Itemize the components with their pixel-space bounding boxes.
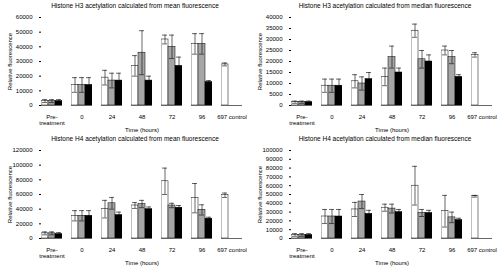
svg-text:50000: 50000 [16, 29, 33, 35]
svg-text:50000: 50000 [266, 191, 283, 197]
svg-text:24: 24 [359, 114, 366, 120]
html-text:Histone H4 acetylation calcula: Histone H4 acetylation calculated from m… [51, 135, 219, 142]
svg-text:697 control: 697 control [217, 247, 247, 253]
svg-text:Relative fluorescence: Relative fluorescence [257, 32, 263, 90]
svg-text:24: 24 [359, 247, 366, 253]
svg-text:697 control: 697 control [217, 114, 247, 120]
svg-text:72: 72 [419, 247, 426, 253]
svg-text:0: 0 [29, 235, 33, 241]
svg-text:48: 48 [389, 247, 396, 253]
svg-text:72: 72 [169, 114, 176, 120]
svg-text:30000: 30000 [266, 36, 283, 42]
svg-text:Time (hours): Time (hours) [125, 127, 159, 133]
svg-text:Time (hours): Time (hours) [125, 260, 159, 266]
svg-text:96: 96 [199, 114, 206, 120]
svg-text:0: 0 [80, 114, 84, 120]
svg-text:20000: 20000 [266, 218, 283, 224]
svg-text:0: 0 [330, 114, 334, 120]
svg-text:10000: 10000 [266, 227, 283, 233]
svg-text:Time (hours): Time (hours) [375, 127, 409, 133]
svg-text:10000: 10000 [16, 88, 33, 94]
svg-text:20000: 20000 [16, 221, 33, 227]
svg-text:40000: 40000 [16, 206, 33, 212]
svg-text:40000: 40000 [266, 200, 283, 206]
svg-text:80000: 80000 [16, 177, 33, 183]
svg-text:25000: 25000 [266, 47, 283, 53]
svg-text:Pre-treatment: Pre-treatment [289, 247, 315, 259]
svg-text:20000: 20000 [16, 73, 33, 79]
svg-text:15000: 15000 [266, 69, 283, 75]
html-text:Histone H3 acetylation calcula: Histone H3 acetylation calculated from m… [51, 2, 219, 9]
svg-text:30000: 30000 [16, 58, 33, 64]
svg-text:96: 96 [449, 247, 456, 253]
svg-text:Time (hours): Time (hours) [375, 260, 409, 266]
svg-text:0: 0 [80, 247, 84, 253]
svg-text:Pre-treatment: Pre-treatment [39, 114, 65, 126]
svg-text:10000: 10000 [266, 80, 283, 86]
svg-text:48: 48 [139, 247, 146, 253]
svg-text:40000: 40000 [16, 44, 33, 50]
svg-text:0: 0 [330, 247, 334, 253]
svg-text:80000: 80000 [266, 165, 283, 171]
svg-text:Pre-treatment: Pre-treatment [289, 114, 315, 126]
svg-text:72: 72 [419, 114, 426, 120]
svg-text:48: 48 [139, 114, 146, 120]
svg-text:5000: 5000 [269, 91, 283, 97]
svg-text:60000: 60000 [266, 183, 283, 189]
svg-text:96: 96 [449, 114, 456, 120]
svg-text:60000: 60000 [16, 191, 33, 197]
svg-text:72: 72 [169, 247, 176, 253]
svg-text:0: 0 [279, 235, 283, 241]
svg-text:48: 48 [389, 114, 396, 120]
html-text:Histone H4 acetylation calcula: Histone H4 acetylation calculated from m… [298, 135, 472, 142]
svg-text:0: 0 [29, 102, 33, 108]
svg-text:Pre-treatment: Pre-treatment [39, 247, 65, 259]
html-text:Histone H3 acetylation calcula: Histone H3 acetylation calculated from m… [298, 2, 472, 9]
svg-text:0: 0 [279, 102, 283, 108]
svg-text:40000: 40000 [266, 14, 283, 20]
svg-text:20000: 20000 [266, 58, 283, 64]
svg-text:Relative fluorescence: Relative fluorescence [7, 165, 13, 223]
svg-text:100000: 100000 [12, 162, 33, 168]
svg-text:Relative fluorescence: Relative fluorescence [7, 32, 13, 90]
svg-text:120000: 120000 [12, 147, 33, 153]
svg-text:24: 24 [109, 114, 116, 120]
svg-text:24: 24 [109, 247, 116, 253]
svg-text:60000: 60000 [16, 14, 33, 20]
svg-text:697 control: 697 control [467, 247, 497, 253]
svg-text:Relative fluorescence: Relative fluorescence [257, 165, 263, 223]
svg-text:96: 96 [199, 247, 206, 253]
svg-text:697 control: 697 control [467, 114, 497, 120]
svg-text:90000: 90000 [266, 156, 283, 162]
svg-text:100000: 100000 [262, 147, 283, 153]
svg-text:70000: 70000 [266, 174, 283, 180]
svg-text:35000: 35000 [266, 25, 283, 31]
svg-text:30000: 30000 [266, 209, 283, 215]
